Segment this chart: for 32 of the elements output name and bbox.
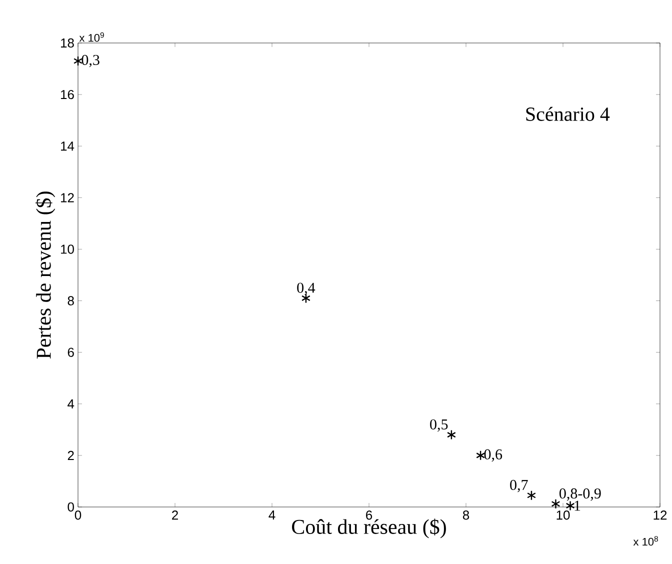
annotation: 0,6 [484, 449, 502, 462]
x-axis-title: Coût du réseau ($) [292, 518, 446, 538]
x-tick-label: 6 [366, 510, 372, 520]
y-tick-label: 14 [61, 142, 74, 151]
x-tick-label: 8 [462, 510, 470, 520]
x-tick-label: 0 [74, 510, 82, 520]
point [551, 498, 560, 509]
annotation: Scénario 4 [526, 106, 610, 121]
y-tick-label: 4 [68, 399, 74, 408]
y-tick-label: 6 [68, 348, 74, 357]
x-tick-label: 2 [172, 510, 178, 520]
y-axis-title: Pertes de revenu ($) [35, 192, 56, 359]
x-tick-label: 12 [654, 510, 667, 520]
y-tick-label: 10 [61, 244, 74, 254]
y-tick-label: 8 [68, 296, 74, 306]
y-tick-label: 16 [61, 90, 74, 100]
annotation: 0,7 [510, 480, 528, 492]
x-tick-label: 4 [268, 510, 276, 520]
annotation: 1 [574, 500, 580, 511]
x-tick-label: 10 [556, 510, 570, 520]
y-tick-label: 18 [61, 38, 74, 48]
annotation: 0,4 [297, 282, 316, 295]
y-tick-label: 2 [68, 450, 74, 460]
text: x 10$^{8}$ [633, 536, 658, 546]
y-tick-label: 0 [68, 502, 74, 512]
point [526, 490, 536, 500]
text: x 10$^{9}$ [79, 32, 104, 42]
annotation: 0,8-0,9 [559, 488, 601, 501]
y-tick-label: 12 [61, 193, 74, 202]
point [446, 430, 456, 440]
annotation: 0,5 [430, 419, 448, 432]
annotation: 0,3 [82, 54, 100, 68]
